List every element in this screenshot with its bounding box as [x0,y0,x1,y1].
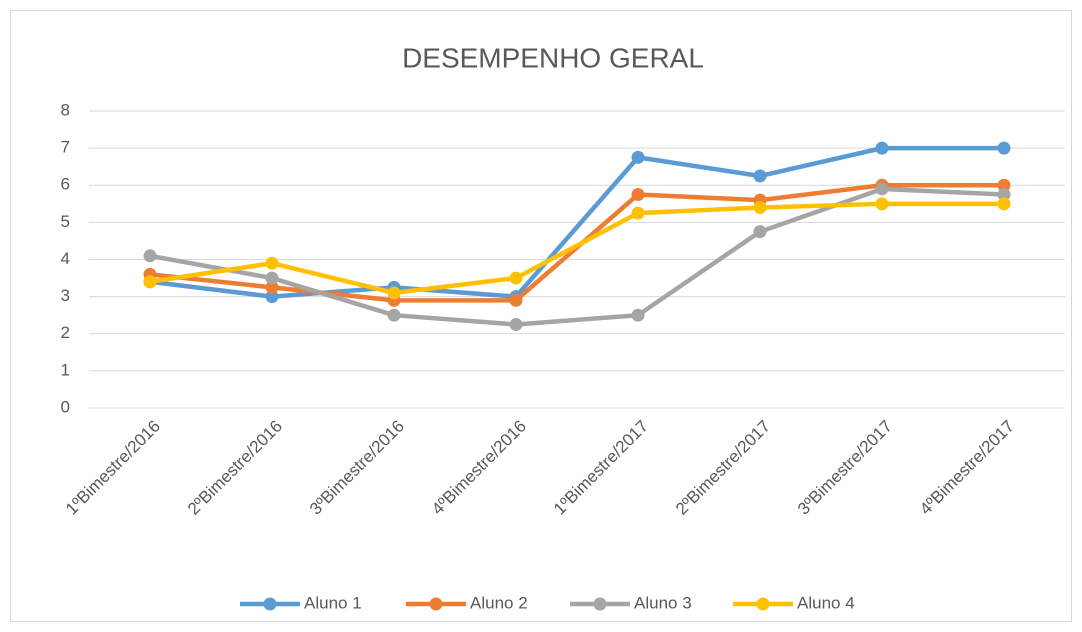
series-line [149,186,1005,327]
y-tick-label: 7 [61,138,70,157]
legend-marker [593,597,607,611]
legend-label: Aluno 1 [304,593,362,612]
point [753,169,767,183]
point [753,225,767,239]
point [509,293,523,307]
legend-label: Aluno 4 [797,593,855,612]
point [631,150,645,164]
point [631,206,645,220]
y-tick-label: 3 [61,286,70,305]
point [875,141,889,155]
point [143,275,157,289]
legend-marker [429,597,443,611]
point [265,256,279,270]
y-tick-label: 2 [61,323,70,342]
y-tick-label: 0 [61,397,70,416]
point [509,317,523,331]
series-line [149,201,1004,296]
point [997,197,1011,211]
point [387,286,401,300]
legend-label: Aluno 3 [634,593,692,612]
point [265,280,279,294]
point [631,308,645,322]
point [143,249,157,263]
y-tick-label: 8 [61,100,70,119]
point [509,271,523,285]
point [997,141,1011,155]
y-tick-label: 6 [61,175,70,194]
point [265,290,279,304]
point [387,308,401,322]
chart-title: DESEMPENHO GERAL [402,42,704,73]
legend-marker [263,597,277,611]
y-tick-label: 1 [61,360,70,379]
series-line [149,145,1004,299]
y-tick-label: 5 [61,212,70,231]
point [997,188,1011,202]
point [875,197,889,211]
point [997,178,1011,192]
legend-label: Aluno 2 [470,593,528,612]
y-tick-label: 4 [61,249,70,268]
legend-marker [756,597,770,611]
point [265,271,279,285]
point [875,182,889,196]
point [753,201,767,215]
chart-border [10,10,1072,622]
point [631,188,645,202]
